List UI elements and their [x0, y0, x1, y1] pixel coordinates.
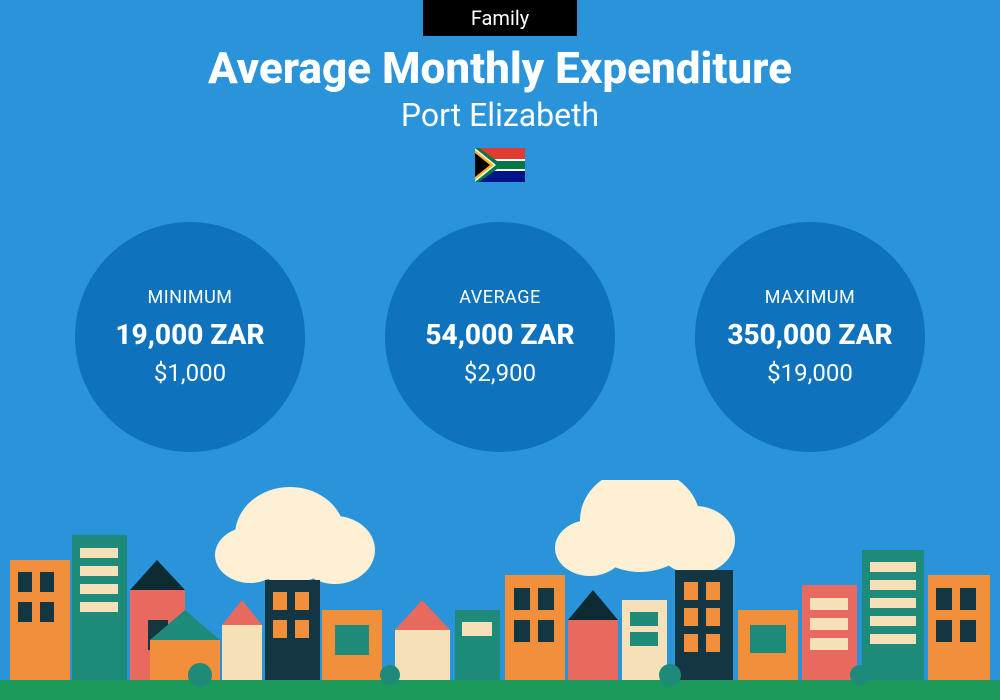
- stat-zar: 350,000 ZAR: [727, 318, 892, 351]
- stat-circle-minimum: MINIMUM 19,000 ZAR $1,000: [75, 222, 305, 452]
- stat-label: MAXIMUM: [765, 287, 855, 308]
- page-subtitle: Port Elizabeth: [401, 96, 599, 134]
- stat-circle-maximum: MAXIMUM 350,000 ZAR $19,000: [695, 222, 925, 452]
- category-tag-label: Family: [471, 6, 529, 30]
- town-illustration: [0, 480, 1000, 700]
- stat-zar: 19,000 ZAR: [115, 318, 264, 351]
- stat-usd: $1,000: [154, 359, 226, 387]
- page-title: Average Monthly Expenditure: [208, 42, 792, 94]
- stat-label: MINIMUM: [148, 287, 233, 308]
- flag-icon: [475, 148, 525, 182]
- stat-usd: $19,000: [767, 359, 853, 387]
- stat-circle-average: AVERAGE 54,000 ZAR $2,900: [385, 222, 615, 452]
- stat-zar: 54,000 ZAR: [425, 318, 574, 351]
- category-tag: Family: [423, 0, 577, 36]
- canvas: Family Average Monthly Expenditure Port …: [0, 0, 1000, 700]
- stat-usd: $2,900: [464, 359, 536, 387]
- stat-circles: MINIMUM 19,000 ZAR $1,000 AVERAGE 54,000…: [75, 222, 925, 452]
- stat-label: AVERAGE: [459, 287, 540, 308]
